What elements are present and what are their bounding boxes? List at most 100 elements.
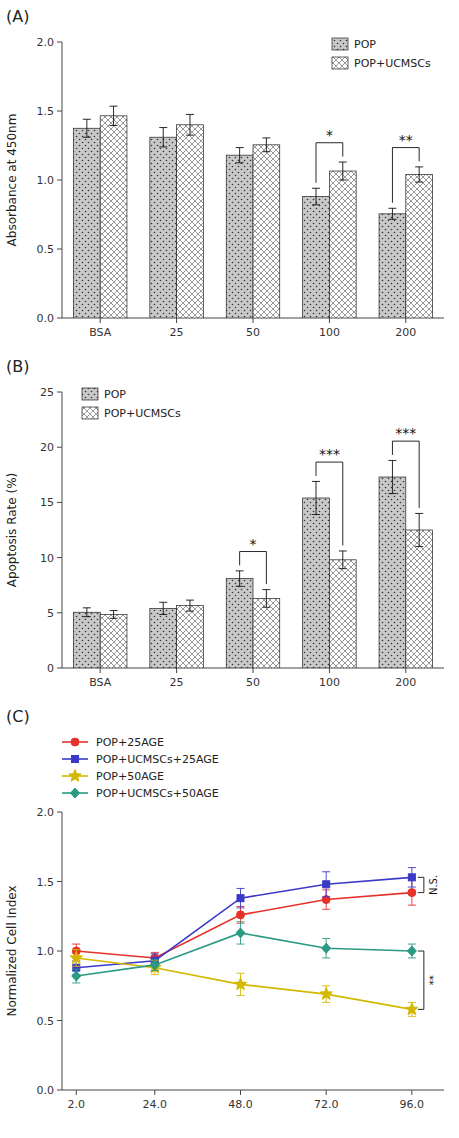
error-bar bbox=[72, 969, 80, 983]
legend-entry: POP+25AGE bbox=[62, 736, 164, 749]
y-tick-label: 1.5 bbox=[37, 876, 55, 889]
plot-area bbox=[73, 106, 432, 318]
y-axis-label: Apoptosis Rate (%) bbox=[5, 473, 19, 588]
marker bbox=[406, 1003, 418, 1015]
error-bar bbox=[312, 188, 320, 205]
y-tick bbox=[57, 111, 62, 112]
y-axis bbox=[62, 42, 63, 318]
x-axis bbox=[62, 1090, 444, 1091]
y-tick-label: 0.5 bbox=[37, 1015, 55, 1028]
panel: (A)0.00.51.01.52.0Absorbance at 450nmBSA… bbox=[5, 7, 444, 339]
error-bar bbox=[236, 148, 244, 163]
bar bbox=[303, 197, 330, 318]
bar bbox=[100, 116, 127, 318]
x-tick-label: 25 bbox=[170, 676, 184, 689]
y-tick-label: 2.0 bbox=[37, 36, 55, 49]
x-tick-label: BSA bbox=[89, 676, 112, 689]
error-bar bbox=[186, 114, 194, 135]
error-bar bbox=[236, 571, 244, 586]
line bbox=[76, 933, 412, 976]
error-bar bbox=[151, 959, 159, 970]
marker bbox=[408, 889, 416, 897]
x-tick-label: 96.0 bbox=[400, 1098, 425, 1111]
significance-bracket bbox=[418, 951, 424, 1009]
annotation: *** bbox=[395, 425, 416, 441]
bar bbox=[73, 612, 100, 668]
error-bar bbox=[339, 162, 347, 180]
y-tick-label: 0.0 bbox=[37, 1084, 55, 1097]
error-bar bbox=[322, 938, 330, 957]
y-tick bbox=[57, 42, 62, 43]
y-tick-label: 0.0 bbox=[37, 312, 55, 325]
marker bbox=[236, 928, 245, 938]
marker bbox=[234, 978, 246, 990]
error-bar bbox=[388, 460, 396, 493]
x-tick bbox=[326, 1090, 327, 1095]
significance-bracket bbox=[316, 462, 343, 545]
error-bar bbox=[262, 590, 270, 608]
x-tick bbox=[154, 1090, 155, 1095]
plot-area bbox=[73, 460, 432, 668]
bar bbox=[150, 608, 177, 668]
y-tick bbox=[57, 812, 62, 813]
y-tick bbox=[57, 1090, 62, 1091]
bar bbox=[379, 214, 406, 318]
y-axis-label: Normalized Cell Index bbox=[5, 885, 19, 1016]
marker bbox=[70, 951, 82, 963]
x-tick-label: 100 bbox=[319, 676, 340, 689]
bar bbox=[150, 137, 177, 318]
figure: (A)0.00.51.01.52.0Absorbance at 450nmBSA… bbox=[0, 0, 459, 1138]
panel-label: (C) bbox=[6, 707, 30, 726]
annotation: * bbox=[326, 127, 333, 143]
error-bar bbox=[186, 600, 194, 611]
error-bar bbox=[262, 138, 270, 152]
x-tick bbox=[240, 1090, 241, 1095]
error-bar bbox=[415, 167, 423, 182]
error-bar bbox=[322, 872, 330, 897]
x-tick-label: 100 bbox=[319, 326, 340, 339]
marker bbox=[150, 960, 159, 970]
marker bbox=[72, 971, 81, 981]
marker bbox=[322, 943, 331, 953]
x-tick-label: 50 bbox=[246, 326, 260, 339]
x-tick-label: 200 bbox=[395, 326, 416, 339]
x-tick bbox=[100, 668, 101, 673]
bar bbox=[177, 125, 204, 318]
bar bbox=[73, 128, 100, 318]
bar bbox=[100, 614, 127, 668]
y-tick bbox=[57, 951, 62, 952]
legend-swatch bbox=[82, 407, 98, 419]
bar bbox=[329, 560, 356, 668]
x-tick bbox=[253, 668, 254, 673]
legend-marker bbox=[71, 788, 80, 798]
bar bbox=[406, 174, 433, 318]
chart-container: (A)0.00.51.01.52.0Absorbance at 450nmBSA… bbox=[0, 0, 459, 1138]
panel-label: (A) bbox=[6, 7, 29, 26]
y-tick bbox=[57, 668, 62, 669]
bar bbox=[253, 145, 280, 318]
error-bar bbox=[339, 551, 347, 569]
legend-label: POP+UCMSCs+25AGE bbox=[96, 753, 219, 766]
line bbox=[76, 893, 412, 958]
significance-bracket bbox=[392, 148, 419, 203]
error-bar bbox=[388, 208, 396, 219]
legend-marker bbox=[71, 738, 79, 746]
error-bar bbox=[159, 602, 167, 614]
marker bbox=[408, 874, 415, 881]
annotation: ** bbox=[399, 132, 413, 148]
marker bbox=[237, 895, 244, 902]
legend-label: POP+UCMSCs bbox=[354, 57, 431, 70]
x-tick bbox=[100, 318, 101, 323]
y-tick bbox=[57, 502, 62, 503]
x-tick-label: 25 bbox=[170, 326, 184, 339]
x-tick-label: 48.0 bbox=[228, 1098, 253, 1111]
y-tick bbox=[57, 557, 62, 558]
x-tick-label: BSA bbox=[89, 326, 112, 339]
line bbox=[76, 958, 412, 1009]
y-tick bbox=[57, 1020, 62, 1021]
annotation: N.S. bbox=[428, 875, 439, 895]
x-tick bbox=[329, 318, 330, 323]
legend-label: POP+UCMSCs bbox=[104, 407, 181, 420]
y-tick-label: 5 bbox=[47, 607, 54, 620]
error-bar bbox=[312, 481, 320, 514]
